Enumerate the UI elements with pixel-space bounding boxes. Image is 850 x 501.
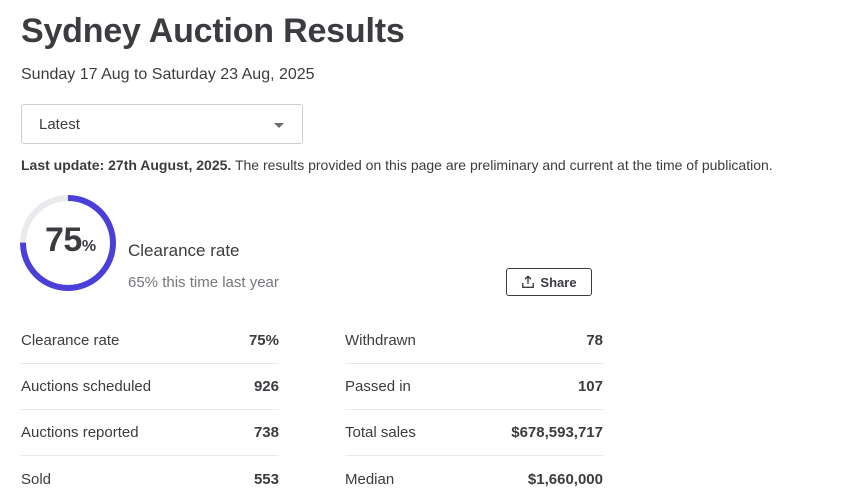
- period-dropdown-value: Latest: [39, 116, 80, 133]
- last-update-note: Last update: 27th August, 2025. The resu…: [21, 157, 773, 173]
- gauge-number: 75: [45, 221, 82, 259]
- stat-value: 78: [586, 332, 603, 349]
- stat-row-sold: Sold 553: [21, 456, 279, 501]
- date-range: Sunday 17 Aug to Saturday 23 Aug, 2025: [21, 66, 315, 83]
- stat-row-clearance-rate: Clearance rate 75%: [21, 318, 279, 364]
- stat-label: Total sales: [345, 424, 416, 441]
- page-title: Sydney Auction Results: [21, 12, 405, 50]
- stat-label: Median: [345, 470, 395, 488]
- stat-value: 107: [577, 378, 603, 395]
- stat-label: Clearance rate: [21, 332, 120, 349]
- stat-row-median: Median $1,660,000: [345, 456, 603, 501]
- period-dropdown[interactable]: Latest: [21, 104, 303, 144]
- stat-label: Auctions scheduled: [21, 378, 152, 395]
- stat-label: Sold: [21, 470, 52, 488]
- stat-row-auctions-reported: Auctions reported 738: [21, 410, 279, 456]
- stat-value: 553: [253, 470, 279, 488]
- stat-row-total-sales: Total sales $678,593,717: [345, 410, 603, 456]
- stat-row-withdrawn: Withdrawn 78: [345, 318, 603, 364]
- clearance-last-year: 65% this time last year: [128, 274, 279, 291]
- last-update-date: Last update: 27th August, 2025.: [21, 157, 232, 173]
- caret-down-icon: [274, 123, 284, 128]
- stat-value: 926: [253, 378, 279, 395]
- share-label: Share: [540, 274, 577, 290]
- stat-value: $1,660,000: [527, 470, 603, 488]
- gauge-fill: [20, 195, 116, 291]
- stat-label: Auctions reported: [21, 424, 139, 441]
- share-upload-icon: [522, 275, 535, 288]
- clearance-gauge: 75%: [19, 194, 117, 292]
- stat-label: Passed in: [345, 378, 411, 395]
- clearance-rate-heading: Clearance rate: [128, 241, 240, 260]
- stat-value: $678,593,717: [511, 424, 603, 441]
- stats-table-right: Withdrawn 78 Passed in 107 Total sales $…: [345, 318, 603, 501]
- clearance-ring: [20, 195, 116, 291]
- last-update-disclaimer: The results provided on this page are pr…: [231, 157, 773, 173]
- gauge-unit: %: [81, 238, 97, 255]
- stat-label: Withdrawn: [345, 332, 416, 349]
- gauge-value: 75%: [45, 221, 96, 260]
- stat-row-passed-in: Passed in 107: [345, 364, 603, 410]
- share-button[interactable]: Share: [506, 268, 592, 296]
- stat-row-auctions-scheduled: Auctions scheduled 926: [21, 364, 279, 410]
- stats-table-left: Clearance rate 75% Auctions scheduled 92…: [21, 318, 279, 501]
- stat-value: 75%: [248, 332, 279, 349]
- stat-value: 738: [253, 424, 279, 441]
